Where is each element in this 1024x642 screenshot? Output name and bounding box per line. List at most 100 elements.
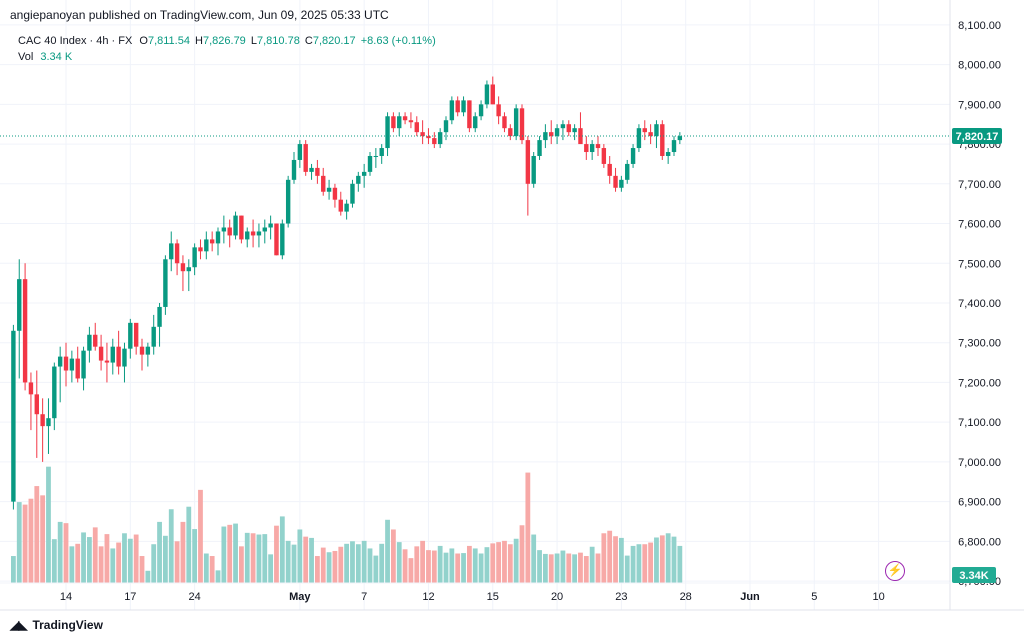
time-tick-label: May	[289, 591, 311, 603]
price-tick-label: 8,100.00	[958, 20, 1001, 32]
candle-body	[449, 100, 455, 121]
volume-bar	[127, 538, 133, 583]
candle-body	[315, 167, 320, 176]
volume-bar	[396, 542, 402, 583]
price-axis[interactable]: 8,100.008,000.007,900.007,800.007,700.00…	[958, 20, 1001, 588]
legend-open-label: O	[139, 35, 148, 47]
legend-high-label: H	[195, 35, 203, 47]
volume-bar	[513, 538, 519, 583]
volume-bar	[57, 521, 63, 583]
volume-bar	[180, 521, 186, 583]
legend-low-label: L	[250, 35, 257, 47]
candle-body	[607, 163, 612, 176]
volume-bar	[209, 556, 215, 583]
volume-bar	[221, 526, 227, 583]
tradingview-logo-icon: ◢◣	[10, 618, 27, 632]
legend-symbol[interactable]: CAC 40 Index · 4h · FX	[18, 35, 133, 47]
volume-bar	[279, 516, 285, 583]
volume-bar	[104, 534, 110, 583]
candle-body	[654, 124, 659, 137]
volume-bar	[472, 548, 478, 583]
candle-body	[98, 346, 104, 361]
tradingview-logo[interactable]: ◢◣ TradingView	[10, 618, 103, 632]
volume-bar	[198, 489, 203, 583]
candle-body	[233, 215, 238, 236]
lightning-icon[interactable]: ⚡	[885, 561, 905, 581]
candle-body	[52, 366, 57, 419]
volume-bar	[186, 506, 192, 583]
candle-body	[11, 330, 16, 502]
volume-bar	[502, 540, 507, 583]
candle-body	[508, 128, 513, 137]
candle-body	[268, 223, 273, 228]
candle-body	[625, 163, 630, 180]
candle-body	[671, 140, 677, 153]
candle-body	[589, 144, 595, 153]
candle-body	[63, 356, 69, 371]
price-tick-label: 6,900.00	[958, 497, 1001, 509]
volume-bar	[63, 523, 69, 583]
time-tick-label: 20	[551, 591, 563, 603]
volume-bar	[414, 546, 420, 583]
time-tick-label: 24	[189, 591, 201, 603]
candle-body	[549, 132, 554, 137]
candle-body	[192, 247, 197, 268]
candle-body	[584, 144, 589, 153]
volume-bar	[16, 502, 22, 583]
volume-bar	[168, 509, 174, 583]
volume-bar	[116, 542, 122, 583]
price-tick-label: 7,500.00	[958, 258, 1001, 270]
candle-body	[321, 175, 326, 192]
volume-bar	[630, 545, 636, 583]
candle-body	[169, 243, 174, 260]
candle-body	[356, 175, 361, 184]
volume-bar	[297, 529, 303, 583]
volume-bar	[233, 523, 238, 583]
candle-body	[420, 132, 425, 137]
volume-bar	[285, 540, 291, 583]
price-tick-label: 7,900.00	[958, 99, 1001, 111]
candle-body	[17, 279, 22, 331]
legend-high: 7,826.79	[202, 35, 246, 47]
legend-volume-row: Vol 3.34 K	[18, 49, 436, 65]
volume-bar	[75, 543, 81, 583]
volume-bar	[332, 550, 338, 583]
candle-body	[502, 116, 507, 129]
candle-body	[379, 148, 384, 156]
candle-body	[543, 132, 548, 141]
volume-bar	[262, 534, 268, 583]
candlesticks	[11, 76, 683, 510]
time-axis[interactable]: 14 17 24 May 7 12 15 20 23 28 Jun 5 10	[60, 591, 885, 603]
candle-body	[531, 155, 536, 184]
candle-body	[385, 116, 390, 149]
volume-bar	[355, 544, 361, 583]
candle-body	[636, 128, 642, 149]
candle-body	[174, 243, 180, 264]
candle-body	[525, 140, 531, 184]
price-tick-label: 7,000.00	[958, 457, 1001, 469]
time-tick-label: 15	[487, 591, 499, 603]
volume-bar	[268, 554, 274, 583]
volume-bar	[139, 556, 145, 583]
volume-bar	[654, 537, 659, 583]
candle-body	[677, 136, 683, 141]
volume-bar	[151, 544, 157, 583]
volume-bar	[203, 553, 209, 583]
volume-bar	[51, 539, 57, 583]
candle-body	[221, 227, 227, 232]
volume-bar	[583, 556, 589, 583]
price-tick-label: 7,600.00	[958, 219, 1001, 231]
candle-body	[163, 259, 168, 307]
candle-body	[75, 358, 80, 379]
candle-body	[414, 122, 419, 133]
volume-bar	[507, 544, 513, 583]
volume-bar	[665, 533, 671, 583]
candle-body	[338, 199, 343, 212]
volume-bar	[344, 543, 350, 583]
candle-body	[151, 326, 156, 347]
candle-body	[93, 334, 98, 347]
candle-body	[367, 155, 373, 172]
volume-bar	[69, 546, 75, 583]
volume-bar	[256, 534, 262, 583]
